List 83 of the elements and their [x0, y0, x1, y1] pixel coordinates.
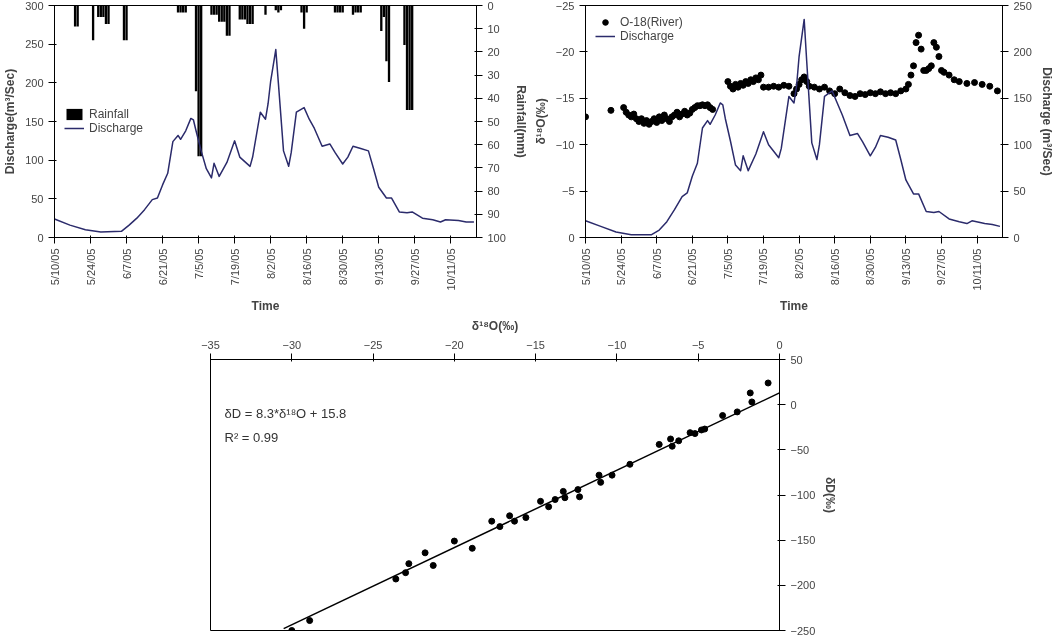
y-tick-label: −15 [555, 92, 575, 105]
y-axis-title: δD(‰) [823, 477, 838, 513]
x-tick-label: −30 [282, 338, 302, 351]
y2-tick-label: 40 [487, 92, 500, 105]
x-tick-label: 7/19/05 [228, 248, 241, 286]
x-tick-label: 6/7/05 [650, 248, 663, 280]
y-tick-label: −50 [790, 443, 810, 456]
y2-tick-label: 200 [1013, 45, 1032, 58]
y-tick-label: 250 [25, 38, 44, 51]
x-tick-label: −5 [691, 338, 705, 351]
y2-axis-title: Discharge (m³/Sec) [1039, 67, 1054, 176]
y2-tick-label: 100 [487, 231, 506, 244]
x-tick-label: 8/30/05 [336, 248, 349, 286]
y2-tick-label: 30 [487, 69, 500, 82]
y-tick-label: 300 [25, 0, 44, 12]
x-tick-label: 5/24/05 [615, 248, 628, 286]
y-tick-label: 100 [25, 154, 44, 167]
y-axis-title: δ¹⁸O(‰) [533, 98, 548, 145]
y-tick-label: 0 [568, 231, 575, 244]
x-axis-title: δ¹⁸O(‰) [471, 318, 519, 333]
y-tick-label: −100 [790, 489, 816, 501]
y-tick-label: −25 [555, 0, 575, 12]
y-tick-label: −10 [555, 138, 575, 151]
y2-tick-label: 0 [487, 0, 494, 12]
x-tick-label: 0 [776, 338, 783, 351]
x-tick-label: 7/19/05 [757, 248, 770, 286]
x-tick-label: 8/16/05 [300, 248, 313, 286]
y-tick-label: 0 [37, 231, 44, 244]
x-axis-title: Time [251, 298, 280, 313]
y2-tick-label: 100 [1013, 138, 1032, 151]
x-tick-label: −20 [445, 338, 464, 351]
y-tick-label: −200 [790, 579, 816, 592]
x-tick-label: 10/11/05 [444, 248, 457, 291]
y2-tick-label: 0 [1013, 231, 1020, 244]
x-tick-label: −35 [201, 338, 220, 351]
y2-tick-label: 250 [1013, 0, 1032, 12]
y2-tick-label: 20 [487, 45, 500, 58]
y2-tick-label: 80 [487, 185, 500, 198]
x-tick-label: −10 [607, 338, 627, 351]
y-axis-title: Discharge(m³/Sec) [3, 68, 18, 175]
y-tick-label: 150 [25, 115, 44, 128]
y2-tick-label: 50 [1013, 185, 1026, 198]
x-tick-label: −25 [363, 338, 383, 351]
y2-tick-label: 10 [487, 22, 500, 35]
legend-label: O-18(River) [620, 15, 683, 29]
y2-axis-title: Rainfall(mm) [513, 85, 528, 158]
x-tick-label: 8/30/05 [864, 248, 877, 286]
y-tick-label: 0 [790, 398, 797, 411]
annotation: R² = 0.99 [224, 429, 279, 445]
x-tick-label: 6/21/05 [156, 248, 169, 286]
y2-tick-label: 70 [487, 161, 500, 174]
legend-label: Discharge [620, 29, 675, 43]
x-tick-label: 5/10/05 [579, 248, 592, 286]
y2-tick-label: 60 [487, 138, 500, 151]
y2-tick-label: 150 [1013, 92, 1032, 105]
x-tick-label: 8/16/05 [828, 248, 841, 286]
legend-label: Discharge [89, 121, 144, 135]
x-tick-label: 9/27/05 [408, 248, 421, 286]
y2-tick-label: 90 [487, 208, 500, 221]
x-tick-label: 7/5/05 [721, 248, 734, 280]
x-tick-label: 6/7/05 [120, 248, 133, 280]
x-tick-label: 8/2/05 [264, 248, 277, 280]
x-tick-label: 9/27/05 [935, 248, 948, 286]
x-tick-label: 7/5/05 [192, 248, 205, 280]
y2-tick-label: 50 [487, 115, 500, 128]
annotation: δD = 8.3*δ¹⁸O + 15.8 [224, 405, 347, 421]
y-tick-label: −150 [790, 534, 816, 547]
y-tick-label: 50 [790, 353, 803, 366]
x-tick-label: 5/10/05 [48, 248, 61, 286]
y-tick-label: 50 [31, 192, 44, 205]
legend-label: Rainfall [89, 107, 130, 121]
x-tick-label: 5/24/05 [84, 248, 97, 286]
x-axis-title: Time [780, 298, 809, 313]
y-tick-label: −250 [790, 624, 816, 637]
x-tick-label: 6/21/05 [686, 248, 699, 286]
x-tick-label: 10/11/05 [971, 248, 984, 291]
x-tick-label: 8/2/05 [793, 248, 806, 280]
x-tick-label: −15 [526, 338, 545, 351]
y-tick-label: 200 [25, 76, 44, 89]
x-tick-label: 9/13/05 [372, 248, 385, 286]
x-tick-label: 9/13/05 [899, 248, 912, 286]
y-tick-label: −5 [561, 185, 575, 198]
y-tick-label: −20 [555, 45, 575, 58]
